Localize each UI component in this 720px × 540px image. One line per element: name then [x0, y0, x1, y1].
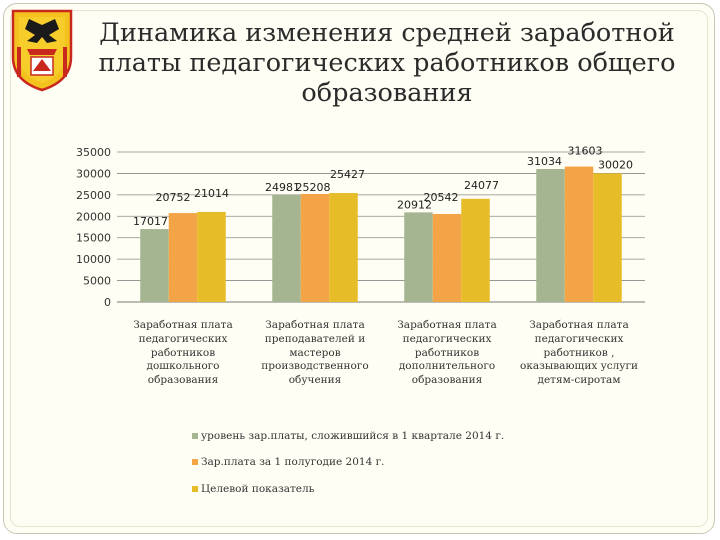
data-label: 20542: [424, 191, 459, 204]
bars: [140, 166, 622, 302]
data-label: 24077: [464, 179, 499, 192]
data-label: 24981: [265, 181, 300, 194]
x-category-label: Заработная плата педагогических работник…: [520, 319, 638, 387]
x-category-label: Заработная плата преподавателей и мастеров…: [261, 319, 369, 387]
bar-series-1-cat-3: [404, 212, 433, 302]
legend: уровень зар.платы, сложившийся в 1 кварт…: [192, 429, 552, 509]
bar-series-3-cat-1: [197, 211, 226, 302]
bar-series-2-cat-3: [432, 213, 462, 302]
bar-series-2-cat-2: [300, 193, 330, 302]
legend-item: Целевой показатель: [192, 482, 552, 495]
y-tick-label: 35000: [76, 146, 111, 159]
data-label: 31603: [568, 145, 603, 158]
legend-swatch: [192, 432, 198, 439]
bar-series-1-cat-2: [272, 194, 301, 302]
bar-series-3-cat-4: [593, 173, 622, 302]
bar-series-3-cat-3: [461, 198, 490, 302]
page-title: Динамика изменения средней заработной пл…: [98, 18, 676, 108]
data-label: 17017: [133, 215, 168, 228]
slide-inner-border: [10, 10, 708, 527]
y-tick-label: 15000: [76, 232, 111, 245]
y-tick-label: 10000: [76, 253, 111, 266]
y-tick-label: 25000: [76, 189, 111, 202]
bar-series-2-cat-4: [564, 166, 594, 302]
legend-item: уровень зар.платы, сложившийся в 1 кварт…: [192, 429, 552, 442]
y-tick-label: 5000: [83, 275, 111, 288]
coat-of-arms-icon: [11, 9, 73, 92]
bar-series-3-cat-2: [329, 193, 358, 302]
x-category-label: Заработная плата педагогических работников…: [397, 319, 497, 387]
bar-series-1-cat-4: [536, 168, 565, 302]
data-label: 31034: [527, 155, 562, 168]
legend-swatch: [192, 485, 198, 492]
y-tick-label: 30000: [76, 167, 111, 180]
data-label: 25427: [330, 168, 365, 181]
bar-series-2-cat-1: [168, 213, 198, 302]
legend-item: Зар.плата за 1 полугодие 2014 г.: [192, 456, 552, 469]
data-label: 25208: [296, 181, 331, 194]
data-label: 20912: [397, 198, 432, 211]
y-tick-label: 0: [104, 296, 111, 309]
data-label: 20752: [156, 191, 191, 204]
y-tick-label: 20000: [76, 210, 111, 223]
y-axis: 35000 30000 25000 20000 15000 10000 5000 0: [76, 146, 111, 309]
data-label: 30020: [598, 158, 633, 171]
legend-label: уровень зар.платы, сложившийся в 1 кварт…: [201, 429, 505, 442]
data-labels: 17017 24981 20912 31034 20752 25208 20542 31603…: [133, 145, 633, 229]
legend-label: Зар.плата за 1 полугодие 2014 г.: [201, 456, 385, 468]
x-category-label: Заработная плата педагогических работников…: [133, 319, 233, 387]
bar-series-1-cat-1: [140, 229, 169, 302]
legend-swatch: [192, 459, 198, 465]
data-label: 21014: [194, 187, 229, 200]
legend-label: Целевой показатель: [201, 482, 315, 495]
